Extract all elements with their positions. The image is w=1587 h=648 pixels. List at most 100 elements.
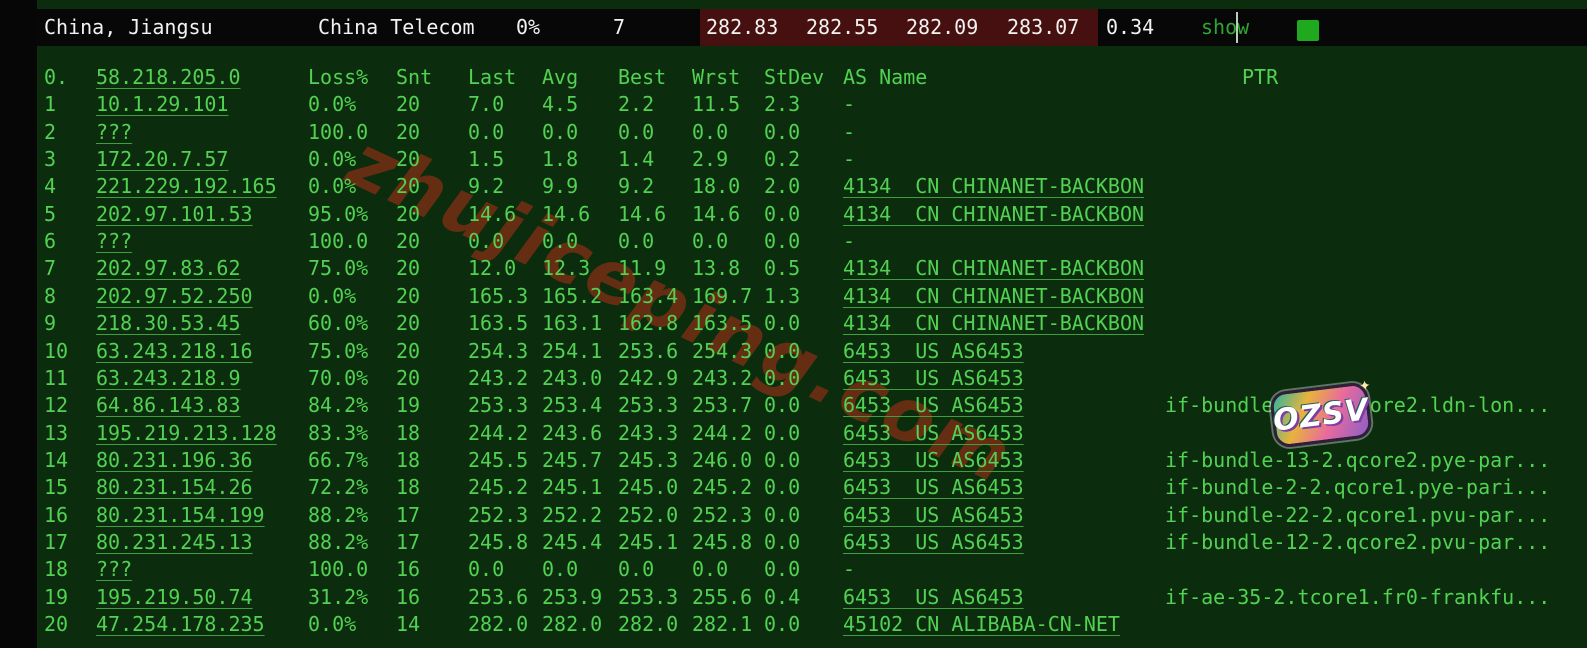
- hop-ptr: if-bundle-22-2.qcore1.pvu-par...: [1165, 502, 1551, 527]
- hop-ip-link[interactable]: 195.219.213.128: [96, 420, 277, 445]
- hop-ip-link[interactable]: 80.231.196.36: [96, 447, 253, 472]
- hop-ip-link[interactable]: ???: [96, 229, 133, 254]
- hop-last-value: 7.0: [468, 92, 505, 117]
- hop-best-value: 243.3: [618, 420, 679, 445]
- hop-snt-value: 20: [396, 229, 421, 254]
- hop-loss-value: 70.0%: [308, 365, 369, 390]
- hop-loss-value: 75.0%: [308, 256, 369, 281]
- hop-number: 13: [44, 420, 69, 445]
- hop-wrst-value: 163.5: [692, 311, 753, 336]
- hop-best-value: 242.9: [618, 365, 679, 390]
- hop-stdev-value: 1.3: [764, 283, 801, 308]
- hop-wrst-value: 252.3: [692, 502, 753, 527]
- hop-number: 18: [44, 557, 69, 582]
- col-header-wrst: Wrst: [692, 65, 741, 89]
- latency-value: 282.09: [906, 15, 979, 39]
- hop-last-value: 245.5: [468, 447, 529, 472]
- hop-asname[interactable]: 6453 US AS6453: [843, 584, 1024, 609]
- hop-snt-value: 20: [396, 365, 421, 390]
- hop-asname[interactable]: 4134 CN CHINANET-BACKBON: [843, 174, 1145, 199]
- hop-asname[interactable]: 6453 US AS6453: [843, 338, 1024, 363]
- hop-ip-link[interactable]: 80.231.245.13: [96, 529, 253, 554]
- hop-wrst-value: 282.1: [692, 612, 753, 636]
- col-header-snt: Snt: [396, 65, 433, 89]
- ozsv-sticker-label: OZSV: [1271, 391, 1371, 439]
- table-header-row: 0. 58.218.205.0 Loss% Snt Last Avg Best …: [0, 64, 1587, 92]
- hop-last-value: 0.0: [468, 229, 505, 254]
- hop-asname[interactable]: 4134 CN CHINANET-BACKBON: [843, 283, 1145, 308]
- hop-avg-value: 9.9: [542, 174, 579, 199]
- table-row: 10 63.243.218.16 75.0% 20 254.3 254.1 25…: [0, 338, 1587, 366]
- hop-avg-value: 1.8: [542, 147, 579, 172]
- hop-best-value: 162.8: [618, 311, 679, 336]
- hop-avg-value: 245.1: [542, 475, 603, 500]
- hop-wrst-value: 0.0: [692, 557, 729, 582]
- table-row: 17 80.231.245.13 88.2% 17 245.8 245.4 24…: [0, 529, 1587, 557]
- hop-ip-link[interactable]: 64.86.143.83: [96, 393, 241, 418]
- hop-ip-link[interactable]: 202.97.83.62: [96, 256, 241, 281]
- hop-asname[interactable]: 6453 US AS6453: [843, 502, 1024, 527]
- hop-number: 14: [44, 447, 69, 472]
- hop-wrst-value: 253.7: [692, 393, 753, 418]
- hop-ip-link[interactable]: 47.254.178.235: [96, 612, 265, 636]
- hop-ip-link[interactable]: 10.1.29.101: [96, 92, 229, 117]
- hop-avg-value: 245.7: [542, 447, 603, 472]
- hop-ip-link[interactable]: 221.229.192.165: [96, 174, 277, 199]
- hop-stdev-value: 0.0: [764, 529, 801, 554]
- hop-snt-value: 19: [396, 393, 421, 418]
- hop-asname[interactable]: 4134 CN CHINANET-BACKBON: [843, 256, 1145, 281]
- target-ip-link[interactable]: 58.218.205.0: [96, 65, 241, 89]
- hop-loss-value: 31.2%: [308, 584, 369, 609]
- hop-number: 9: [44, 311, 57, 336]
- hop-best-value: 253.6: [618, 338, 679, 363]
- hop-ip-link[interactable]: 218.30.53.45: [96, 311, 241, 336]
- hop-ip-link[interactable]: 202.97.52.250: [96, 283, 253, 308]
- hop-asname[interactable]: 4134 CN CHINANET-BACKBON: [843, 311, 1145, 336]
- hop-ip-link[interactable]: 63.243.218.9: [96, 365, 241, 390]
- hop-wrst-value: 2.9: [692, 147, 729, 172]
- table-row: 1 10.1.29.101 0.0% 20 7.0 4.5 2.2 11.5 2…: [0, 91, 1587, 119]
- hop-ip-link[interactable]: 172.20.7.57: [96, 147, 229, 172]
- col-header-avg: Avg: [542, 65, 579, 89]
- hop-best-value: 0.0: [618, 557, 655, 582]
- hop-ip-link[interactable]: 80.231.154.26: [96, 475, 253, 500]
- hop-avg-value: 254.1: [542, 338, 603, 363]
- show-link[interactable]: show: [1201, 15, 1250, 39]
- hop-asname[interactable]: 4134 CN CHINANET-BACKBON: [843, 201, 1145, 226]
- hop-asname: -: [843, 119, 856, 144]
- hop-best-value: 1.4: [618, 147, 655, 172]
- hop-last-value: 0.0: [468, 119, 505, 144]
- hop-asname[interactable]: 45102 CN ALIBABA-CN-NET: [843, 612, 1120, 636]
- hop-last-value: 253.6: [468, 584, 529, 609]
- latency-value: 282.83: [706, 15, 779, 39]
- hop-ip-link[interactable]: ???: [96, 119, 133, 144]
- hop-asname[interactable]: 6453 US AS6453: [843, 365, 1024, 390]
- hop-ip-link[interactable]: 80.231.154.199: [96, 502, 265, 527]
- hop-ip-link[interactable]: 195.219.50.74: [96, 584, 253, 609]
- hop-stdev-value: 0.4: [764, 584, 801, 609]
- hop-number: 15: [44, 475, 69, 500]
- hop-loss-value: 0.0%: [308, 92, 357, 117]
- hop-asname[interactable]: 6453 US AS6453: [843, 393, 1024, 418]
- hop-best-value: 245.3: [618, 447, 679, 472]
- hop-ip-link[interactable]: 202.97.101.53: [96, 201, 253, 226]
- hop-avg-value: 243.0: [542, 365, 603, 390]
- hop-asname[interactable]: 6453 US AS6453: [843, 475, 1024, 500]
- table-row: 9 218.30.53.45 60.0% 20 163.5 163.1 162.…: [0, 310, 1587, 338]
- hop-avg-value: 245.4: [542, 529, 603, 554]
- hop-asname[interactable]: 6453 US AS6453: [843, 447, 1024, 472]
- hop-snt-value: 20: [396, 283, 421, 308]
- hop-asname[interactable]: 6453 US AS6453: [843, 529, 1024, 554]
- hop-wrst-value: 245.2: [692, 475, 753, 500]
- table-row: 8 202.97.52.250 0.0% 20 165.3 165.2 163.…: [0, 283, 1587, 311]
- latency-highlight-band: [700, 9, 1098, 46]
- hop-asname[interactable]: 6453 US AS6453: [843, 420, 1024, 445]
- hop-number: 4: [44, 174, 57, 199]
- green-square-icon[interactable]: [1297, 20, 1319, 41]
- hop-ip-link[interactable]: 63.243.218.16: [96, 338, 253, 363]
- hop-snt-value: 20: [396, 174, 421, 199]
- hop-ip-link[interactable]: ???: [96, 557, 133, 582]
- hop-avg-value: 0.0: [542, 557, 579, 582]
- hop-avg-value: 14.6: [542, 201, 591, 226]
- hop-number: 11: [44, 365, 69, 390]
